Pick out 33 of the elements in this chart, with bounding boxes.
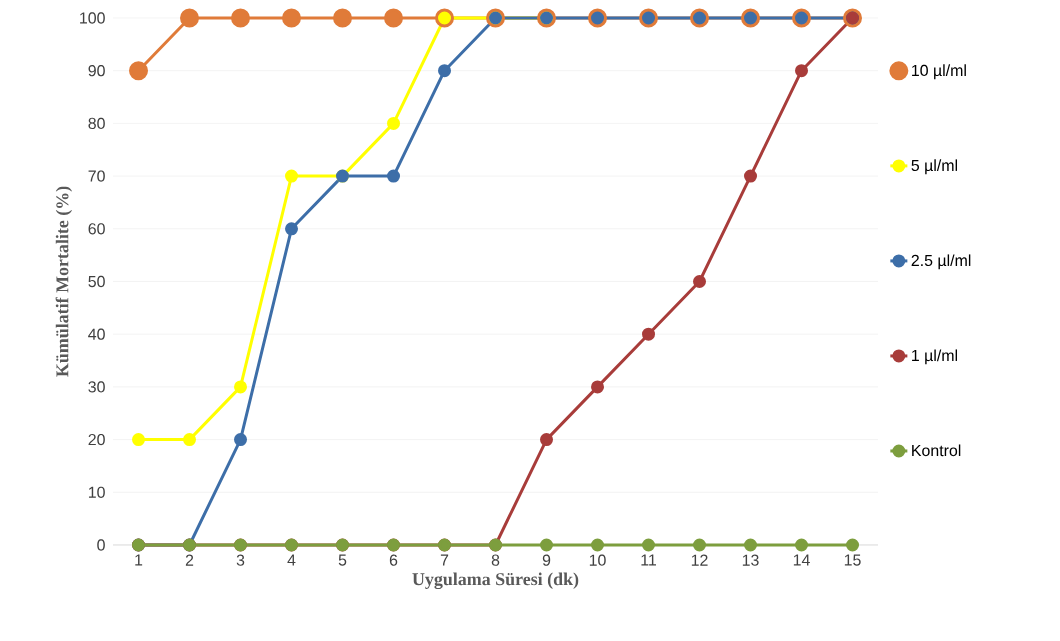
x-tick-label: 13 — [742, 554, 759, 566]
x-tick-label: 3 — [236, 554, 245, 566]
y-tick-label: 50 — [88, 275, 105, 288]
x-tick-label: 15 — [844, 554, 861, 566]
x-tick-label: 10 — [589, 554, 606, 566]
y-tick-label: 30 — [88, 381, 105, 393]
x-tick-label: 5 — [338, 554, 347, 566]
y-tick-label: 0 — [97, 539, 105, 551]
legend-label: 1 µl/ml — [912, 349, 958, 365]
x-tick-label: 2 — [185, 554, 194, 566]
x-tick-label: 4 — [287, 554, 296, 566]
x-tick-label: 8 — [491, 554, 500, 566]
y-tick-label: 80 — [88, 117, 105, 130]
y-tick-label: 100 — [80, 12, 105, 24]
legend-label: Kontrol — [912, 444, 961, 457]
y-axis-title: Kümülatif Mortalite (%) — [55, 186, 73, 377]
x-tick-label: 12 — [691, 554, 708, 566]
y-tick-label: 20 — [88, 433, 105, 446]
x-tick-label: 14 — [793, 554, 810, 566]
legend-label: 10 µl/ml — [912, 64, 966, 80]
x-tick-label: 7 — [440, 554, 449, 566]
y-tick-label: 70 — [88, 170, 105, 182]
legend-label: 2.5 µl/ml — [911, 254, 971, 270]
x-tick-label: 11 — [641, 554, 656, 566]
y-tick-label: 60 — [88, 223, 105, 235]
x-axis-title: Uygulama Süresi (dk) — [412, 572, 579, 590]
y-tick-label: 10 — [88, 486, 105, 498]
x-tick-label: 9 — [542, 554, 551, 566]
y-tick-label: 90 — [88, 65, 105, 77]
y-tick-label: 40 — [88, 328, 105, 340]
x-tick-label: 6 — [389, 554, 398, 566]
legend-label: 5 µl/ml — [911, 159, 958, 175]
x-tick-label: 1 — [135, 554, 143, 566]
